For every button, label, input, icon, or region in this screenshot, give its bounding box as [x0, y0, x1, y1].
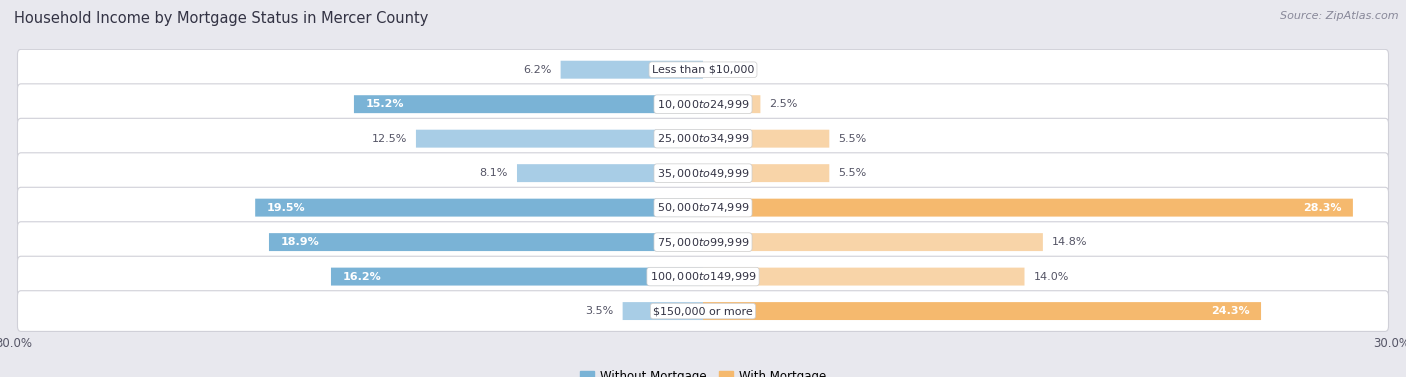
FancyBboxPatch shape [17, 153, 1389, 193]
Text: $35,000 to $49,999: $35,000 to $49,999 [657, 167, 749, 180]
FancyBboxPatch shape [269, 233, 703, 251]
FancyBboxPatch shape [330, 268, 703, 285]
FancyBboxPatch shape [517, 164, 703, 182]
FancyBboxPatch shape [17, 256, 1389, 297]
Text: 3.5%: 3.5% [585, 306, 613, 316]
Text: 19.5%: 19.5% [267, 202, 305, 213]
FancyBboxPatch shape [703, 164, 830, 182]
Text: 15.2%: 15.2% [366, 99, 404, 109]
FancyBboxPatch shape [17, 291, 1389, 331]
FancyBboxPatch shape [703, 130, 830, 148]
Text: $25,000 to $34,999: $25,000 to $34,999 [657, 132, 749, 145]
Text: 0.0%: 0.0% [713, 65, 741, 75]
Text: $10,000 to $24,999: $10,000 to $24,999 [657, 98, 749, 111]
Text: 28.3%: 28.3% [1303, 202, 1341, 213]
Text: 2.5%: 2.5% [769, 99, 799, 109]
FancyBboxPatch shape [623, 302, 703, 320]
Text: $100,000 to $149,999: $100,000 to $149,999 [650, 270, 756, 283]
Text: Less than $10,000: Less than $10,000 [652, 65, 754, 75]
Text: 8.1%: 8.1% [479, 168, 508, 178]
FancyBboxPatch shape [703, 302, 1261, 320]
FancyBboxPatch shape [17, 187, 1389, 228]
Text: 5.5%: 5.5% [838, 168, 866, 178]
Text: 5.5%: 5.5% [838, 134, 866, 144]
Text: 16.2%: 16.2% [343, 271, 381, 282]
Text: 24.3%: 24.3% [1211, 306, 1250, 316]
Legend: Without Mortgage, With Mortgage: Without Mortgage, With Mortgage [575, 366, 831, 377]
FancyBboxPatch shape [17, 49, 1389, 90]
FancyBboxPatch shape [256, 199, 703, 217]
Text: $75,000 to $99,999: $75,000 to $99,999 [657, 236, 749, 248]
FancyBboxPatch shape [17, 222, 1389, 262]
FancyBboxPatch shape [561, 61, 703, 79]
FancyBboxPatch shape [17, 84, 1389, 124]
Text: 12.5%: 12.5% [371, 134, 406, 144]
Text: $50,000 to $74,999: $50,000 to $74,999 [657, 201, 749, 214]
FancyBboxPatch shape [354, 95, 703, 113]
FancyBboxPatch shape [703, 233, 1043, 251]
Text: 18.9%: 18.9% [280, 237, 319, 247]
FancyBboxPatch shape [416, 130, 703, 148]
FancyBboxPatch shape [703, 268, 1025, 285]
Text: $150,000 or more: $150,000 or more [654, 306, 752, 316]
Text: 14.0%: 14.0% [1033, 271, 1069, 282]
Text: Source: ZipAtlas.com: Source: ZipAtlas.com [1281, 11, 1399, 21]
FancyBboxPatch shape [703, 199, 1353, 217]
FancyBboxPatch shape [703, 95, 761, 113]
FancyBboxPatch shape [17, 118, 1389, 159]
Text: 14.8%: 14.8% [1052, 237, 1088, 247]
Text: Household Income by Mortgage Status in Mercer County: Household Income by Mortgage Status in M… [14, 11, 429, 26]
Text: 6.2%: 6.2% [523, 65, 551, 75]
